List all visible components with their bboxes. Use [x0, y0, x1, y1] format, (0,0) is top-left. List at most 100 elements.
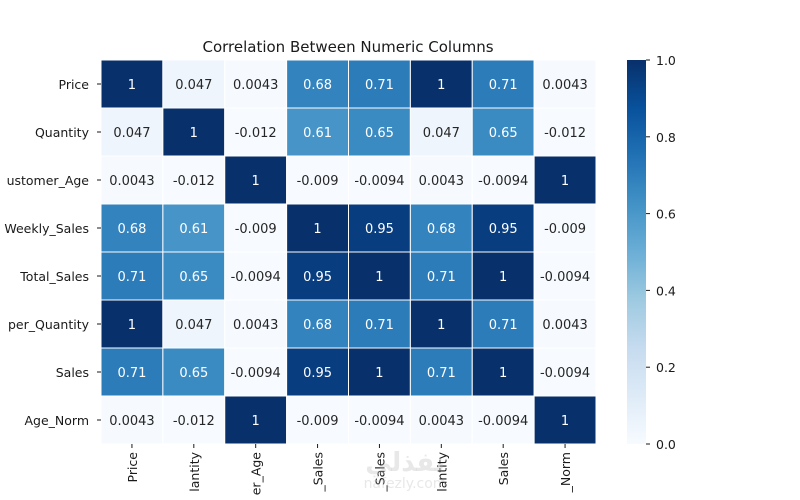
heatmap-cell	[348, 155, 411, 205]
heatmap-cell	[224, 299, 288, 349]
heatmap-cell	[533, 59, 597, 109]
heatmap-cell	[286, 107, 349, 157]
cell-annotation: 0.71	[365, 318, 394, 333]
y-tick-label: per_Quantity	[8, 317, 90, 332]
cell-annotation: 0.71	[427, 270, 456, 285]
heatmap-cell	[409, 347, 473, 397]
cell-annotation: 0.047	[175, 318, 212, 333]
cell-annotation: 0.65	[179, 366, 208, 381]
cell-annotation: -0.0094	[354, 174, 404, 189]
heatmap-cell	[348, 347, 411, 397]
heatmap-cell	[224, 59, 288, 109]
heatmap-cell	[100, 347, 164, 397]
cell-annotation: 0.61	[179, 222, 208, 237]
heatmap-cell	[409, 299, 473, 349]
heatmap-cell	[348, 203, 411, 253]
heatmap-cell	[533, 107, 597, 157]
y-tick-label: Price	[59, 77, 90, 92]
colorbar-tick-label: 0.0	[656, 437, 676, 452]
cell-annotation: 0.71	[427, 366, 456, 381]
cell-annotation: 1	[128, 78, 136, 93]
heatmap-cell	[100, 59, 164, 109]
cell-annotation: -0.009	[544, 222, 586, 237]
heatmap-cells	[100, 59, 597, 445]
cell-annotation: 0.71	[365, 78, 394, 93]
heatmap-cell	[533, 251, 597, 301]
cell-annotation: 0.047	[175, 78, 212, 93]
colorbar-tick-label: 0.8	[656, 130, 676, 145]
heatmap-cell	[162, 347, 226, 397]
cell-annotation: 0.71	[117, 270, 146, 285]
cell-annotation: 0.71	[117, 366, 146, 381]
x-tick-label: er_Age	[249, 452, 264, 496]
y-tick-label: Sales	[56, 365, 89, 380]
heatmap-cell	[409, 155, 473, 205]
heatmap-cell	[100, 203, 164, 253]
cell-annotation: -0.0094	[540, 366, 590, 381]
heatmap-cell	[224, 203, 288, 253]
heatmap-cell	[224, 395, 288, 445]
heatmap-cell	[348, 251, 411, 301]
heatmap-cell	[409, 107, 473, 157]
cell-annotation: 0.95	[303, 270, 332, 285]
cell-annotation: 1	[437, 78, 445, 93]
cell-annotation: 0.95	[303, 366, 332, 381]
cell-annotation: 1	[437, 318, 445, 333]
x-tick-label: lantity	[434, 451, 449, 491]
cell-annotation: 0.61	[303, 126, 332, 141]
cell-annotation: 0.047	[113, 126, 150, 141]
cell-annotation: 1	[128, 318, 136, 333]
x-tick-label: _Norm	[558, 452, 573, 493]
colorbar	[627, 60, 646, 444]
colorbar-axis: 0.0 0.2 0.4 0.6 0.8 1.0	[646, 53, 676, 452]
colorbar-tick-label: 1.0	[656, 53, 676, 68]
cell-annotation: -0.0094	[354, 414, 404, 429]
heatmap-cell	[162, 155, 226, 205]
colorbar-tick-label: 0.2	[656, 360, 676, 375]
y-tick-label: Weekly_Sales	[4, 221, 89, 236]
cell-annotation: 1	[375, 270, 383, 285]
cell-annotation: -0.0094	[231, 270, 281, 285]
cell-annotation: -0.009	[235, 222, 277, 237]
x-tick-label: Price	[125, 452, 140, 483]
y-tick-label: Quantity	[35, 125, 90, 140]
heatmap-cell	[409, 59, 473, 109]
cell-annotation: 1	[561, 174, 569, 189]
cell-annotation: 1	[499, 366, 507, 381]
cell-annotation: 0.65	[365, 126, 394, 141]
heatmap-cell	[471, 299, 535, 349]
cell-annotation: 0.71	[489, 318, 518, 333]
x-tick-label: lantity	[187, 451, 202, 491]
heatmap-cell	[286, 155, 349, 205]
y-tick-label: Total_Sales	[19, 269, 89, 284]
heatmap-cell	[471, 203, 535, 253]
y-tick-label: Age_Norm	[24, 413, 89, 428]
heatmap-cell	[162, 299, 226, 349]
cell-annotation: 0.71	[489, 78, 518, 93]
heatmap-cell	[224, 155, 288, 205]
heatmap-cell	[533, 299, 597, 349]
cell-annotation: 0.0043	[419, 174, 465, 189]
heatmap-cell	[533, 155, 597, 205]
cell-annotation: 1	[499, 270, 507, 285]
cell-annotation: 1	[190, 126, 198, 141]
x-axis: Price lantity er_Age _Sales _Sales lantity Sal…	[125, 444, 573, 495]
y-tick-label: ustomer_Age	[7, 173, 90, 188]
cell-annotation: 0.65	[179, 270, 208, 285]
cell-annotation: -0.012	[173, 414, 215, 429]
cell-annotation: 0.68	[303, 318, 332, 333]
cell-annotation: -0.0094	[231, 366, 281, 381]
heatmap-cell	[286, 251, 349, 301]
cell-annotation: -0.012	[544, 126, 586, 141]
heatmap-cell	[348, 299, 411, 349]
y-axis: Price Quantity ustomer_Age Weekly_Sales Tota…	[4, 77, 101, 428]
cell-annotation: 1	[313, 222, 321, 237]
cell-annotation: -0.0094	[540, 270, 590, 285]
cell-annotation: 0.65	[489, 126, 518, 141]
cell-annotation: 0.0043	[233, 318, 279, 333]
cell-annotation: 1	[375, 366, 383, 381]
cell-annotation: -0.0094	[478, 414, 528, 429]
cell-annotation: 0.0043	[542, 78, 588, 93]
x-tick-label: Sales	[496, 452, 511, 485]
heatmap-cell	[471, 155, 535, 205]
